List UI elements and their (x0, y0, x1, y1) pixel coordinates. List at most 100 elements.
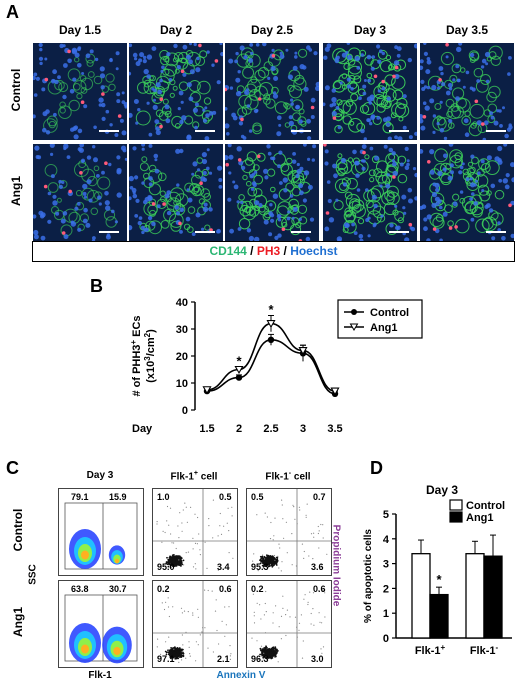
chart-legend: Control Ang1 (337, 299, 423, 339)
quadrant-lower-left: 95.0 (157, 562, 175, 572)
scale-bar (99, 130, 119, 132)
day-label: Day 3 (353, 23, 387, 37)
significance-asterisk: * (236, 353, 242, 368)
panel-a-label: A (6, 2, 19, 22)
quadrant-lower-right: 3.4 (217, 562, 230, 572)
micrograph (419, 143, 515, 242)
data-point (298, 347, 308, 356)
micrograph-image (323, 144, 417, 241)
day-label: Day 2 (159, 23, 193, 37)
chart-title: Day 3 (426, 483, 458, 497)
y-tick-label: 1 (383, 608, 389, 620)
micrograph (32, 42, 128, 141)
micrograph (224, 42, 320, 141)
quadrant-upper-left: 0.2 (157, 584, 170, 594)
x-tick-label: 1.5 (199, 423, 214, 435)
micrograph-image (129, 144, 223, 241)
ssc-left-percent: 63.8 (71, 584, 89, 594)
x-tick-label: 3 (300, 423, 306, 435)
bar-control (411, 553, 431, 639)
significance-asterisk: * (268, 302, 274, 317)
panel-d-label: D (370, 458, 383, 478)
scale-bar (195, 130, 215, 132)
data-point (202, 386, 212, 395)
micrograph (128, 143, 224, 242)
y-tick-label: 0 (383, 633, 389, 645)
panel-c-label: C (6, 458, 19, 478)
ssc-density-plot: 79.1 15.9 (58, 488, 144, 576)
x-axis-label: Day (132, 423, 153, 435)
day-label: Day 1.5 (58, 23, 102, 37)
micrograph (128, 42, 224, 141)
flow-row-label: Control (11, 508, 25, 552)
micrograph-image (420, 144, 514, 241)
y-tick-label: 3 (383, 559, 389, 571)
x-tick-label: 3.5 (327, 423, 342, 435)
legend-swatch (449, 511, 463, 523)
scale-bar (389, 231, 409, 233)
flow-column-title: Day 3 (86, 470, 114, 481)
quadrant-upper-right: 0.6 (219, 584, 232, 594)
y-tick-label: 2 (383, 583, 389, 595)
series-line-control (206, 338, 336, 395)
x-tick-label: Flk-1+ (415, 643, 446, 658)
scale-bar (291, 130, 311, 132)
y-axis-label-units: (x103/cm2) (143, 329, 158, 383)
apoptosis-bar-chart: Day 3 0 1 2 3 4 5 % of apoptotic cells Flk-1+ Flk… (363, 483, 512, 658)
scale-bar (291, 231, 311, 233)
flow-column-title: Flk-1- cell (265, 470, 311, 483)
micrograph (322, 143, 418, 242)
bar-ang1 (429, 593, 449, 639)
micrograph-image (225, 43, 319, 140)
annexin-axis-label: Annexin V (216, 670, 266, 681)
scale-bar (389, 130, 409, 132)
micrograph-image (225, 144, 319, 241)
legend-label: Ang1 (466, 512, 494, 524)
stain-legend: CD144 / PH3 / Hoechst (32, 241, 515, 262)
legend-swatch (449, 499, 463, 511)
stain-ph3: PH3 (256, 244, 281, 258)
annexin-pi-plot: 0.2 0.6 96.3 3.0 (246, 580, 332, 668)
y-tick-label: 4 (383, 534, 390, 546)
legend-label: Ang1 (370, 322, 398, 334)
scale-bar (486, 130, 506, 132)
stain-cd144: CD144 (209, 244, 247, 258)
y-tick-label: 20 (176, 351, 188, 363)
scale-bar (486, 231, 506, 233)
quadrant-lower-right: 3.0 (311, 654, 324, 664)
ssc-right-percent: 30.7 (109, 584, 127, 594)
micrograph-image (129, 43, 223, 140)
day-label: Day 3.5 (445, 23, 489, 37)
annexin-pi-plot: 0.2 0.6 97.1 2.1 (152, 580, 238, 668)
phh3-line-chart: 0 10 20 30 40 # of PHH3+ ECs(x103/cm2) Day 1.5 2… (129, 297, 423, 435)
data-point (267, 336, 275, 343)
micrograph (32, 143, 128, 242)
flow-column-title: Flk-1+ cell (170, 470, 218, 483)
row-label: Control (9, 68, 23, 111)
y-axis-label: % of apoptotic cells (363, 529, 374, 623)
micrograph-image (323, 43, 417, 140)
x-tick-label: 2 (236, 423, 242, 435)
ssc-right-percent: 15.9 (109, 492, 127, 502)
micrograph-image (420, 43, 514, 140)
y-tick-label: 30 (176, 324, 188, 336)
quadrant-lower-left: 96.3 (251, 654, 269, 664)
flow-row-label: Ang1 (11, 607, 25, 637)
stain-sep1: / (246, 244, 257, 258)
micrograph (419, 42, 515, 141)
panel-b-label: B (90, 276, 103, 296)
scale-bar (195, 231, 215, 233)
stain-sep2: / (280, 244, 291, 258)
quadrant-lower-right: 3.6 (311, 562, 324, 572)
quadrant-lower-left: 95.3 (251, 562, 269, 572)
quadrant-upper-right: 0.7 (313, 492, 326, 502)
annexin-pi-plot: 0.5 0.7 95.3 3.6 (246, 488, 332, 576)
quadrant-upper-left: 0.2 (251, 584, 264, 594)
quadrant-upper-right: 0.6 (313, 584, 326, 594)
quadrant-lower-right: 2.1 (217, 654, 230, 664)
micrograph (322, 42, 418, 141)
bar-ang1 (483, 555, 503, 639)
y-axis-label: # of PHH3+ ECs (129, 315, 144, 396)
quadrant-upper-right: 0.5 (219, 492, 232, 502)
ssc-axis-label: SSC (27, 564, 39, 585)
